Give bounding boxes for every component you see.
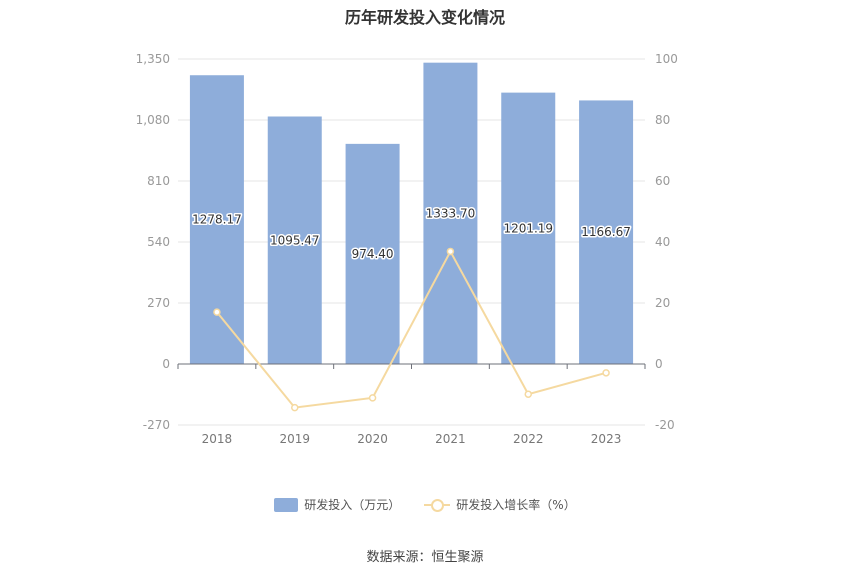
data-source: 数据来源：恒生聚源 (366, 550, 484, 565)
chart-plot: -270 0 270 540 810 1,080 1,350 -20 0 20 40 60 80 100… (136, 52, 678, 446)
bar-value-label: 974.40 (352, 247, 394, 261)
legend-line-label: 研发投入增长率（%） (456, 498, 576, 512)
x-axis-tick-label: 2022 (513, 432, 544, 446)
bar (423, 62, 478, 365)
right-axis-tick-label: 40 (655, 235, 670, 249)
line-series (213, 247, 610, 412)
left-axis-tick-label: 540 (147, 235, 170, 249)
bar-data-labels: 1278.17 1095.47 974.40 1333.70 1201.19 1166.6… (191, 205, 633, 263)
bar-value-label: 1095.47 (270, 233, 320, 247)
bar-series (189, 62, 634, 365)
left-axis-tick-label: -270 (143, 418, 170, 432)
bar (345, 143, 400, 364)
growth-rate-point (446, 247, 455, 256)
x-axis: 2018 2019 2020 2021 2022 2023 (177, 363, 646, 446)
left-axis-tick-label: 810 (147, 174, 170, 188)
x-axis-tick-label: 2018 (202, 432, 233, 446)
bar (579, 100, 634, 364)
growth-rate-line (216, 249, 607, 409)
right-axis-tick-label: 0 (655, 357, 663, 371)
legend-item-bar[interactable]: 研发投入（万元） (274, 496, 400, 513)
bar-value-label: 1278.17 (192, 213, 242, 227)
growth-rate-point (602, 369, 610, 377)
bar-value-label: 1166.67 (581, 225, 631, 239)
right-axis-tick-label: -20 (655, 418, 675, 432)
left-axis: -270 0 270 540 810 1,080 1,350 (136, 52, 170, 432)
legend-bar-swatch (274, 497, 299, 512)
left-axis-tick-label: 0 (162, 357, 170, 371)
legend: 研发投入（万元） 研发投入增长率（%） (0, 496, 850, 513)
grid-lines (178, 58, 645, 426)
growth-rate-point (291, 403, 299, 412)
right-axis-tick-label: 80 (655, 113, 670, 127)
legend-line-swatch (424, 498, 451, 512)
right-axis: -20 0 20 40 60 80 100 (655, 52, 678, 432)
right-axis-tick-label: 100 (655, 52, 678, 66)
right-axis-tick-label: 20 (655, 296, 670, 310)
growth-rate-point (524, 390, 532, 398)
x-axis-tick-label: 2023 (591, 432, 622, 446)
bar (501, 92, 556, 365)
growth-rate-point (368, 394, 377, 402)
x-axis-tick-label: 2021 (435, 432, 466, 446)
left-axis-tick-label: 1,080 (136, 113, 170, 127)
right-axis-tick-label: 60 (655, 174, 670, 188)
bar-value-label: 1333.70 (426, 206, 476, 220)
x-axis-tick-label: 2019 (279, 432, 310, 446)
growth-rate-point (213, 308, 221, 316)
left-axis-tick-label: 1,350 (136, 52, 170, 66)
legend-item-line[interactable]: 研发投入增长率（%） (424, 496, 576, 513)
x-axis-tick-label: 2020 (357, 432, 388, 446)
left-axis-tick-label: 270 (147, 296, 170, 310)
bar-value-label: 1201.19 (503, 221, 553, 235)
bar (267, 116, 322, 364)
legend-bar-label: 研发投入（万元） (304, 498, 401, 512)
chart-title: 历年研发投入变化情况 (344, 8, 505, 27)
